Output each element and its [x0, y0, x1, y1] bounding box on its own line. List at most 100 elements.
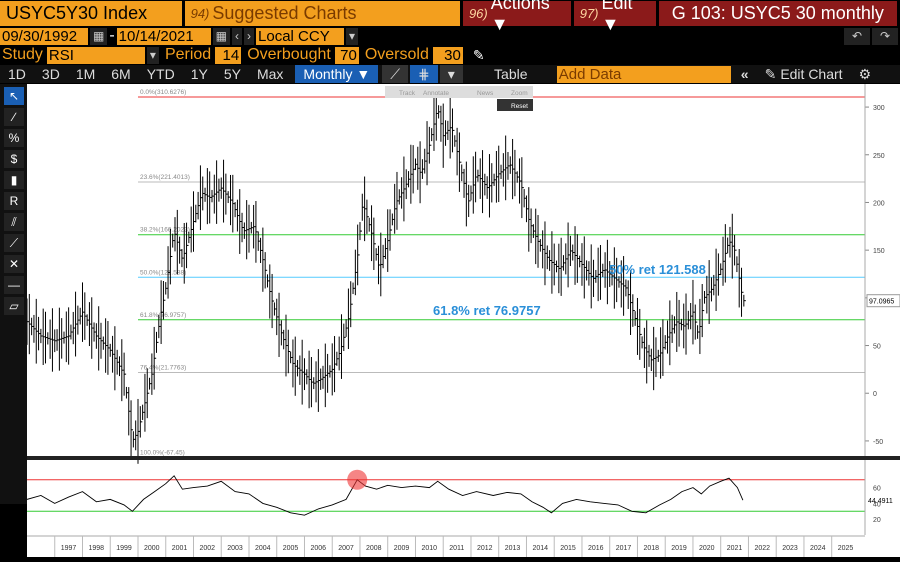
currency-text: Local CCY — [258, 27, 330, 45]
x-tick-label: 2005 — [283, 545, 299, 552]
suggested-charts-button[interactable]: 94) Suggested Charts — [184, 1, 460, 26]
channel-icon[interactable]: ⫽ — [4, 213, 24, 231]
retracement-icon[interactable]: R — [4, 192, 24, 210]
mini-zoom: Zoom — [511, 90, 528, 97]
actions-num: 96) — [468, 6, 488, 21]
ticker-field[interactable]: USYC5Y30 Index — [0, 1, 182, 26]
chart-area[interactable]: 0.0%(310.6276) 23.6%(221.4013) 38.2%(166.2… — [26, 84, 900, 557]
pencil-icon[interactable]: ✎ — [472, 46, 485, 63]
rsi-overbought-marker — [347, 469, 368, 490]
mini-annotate: Annotate — [423, 90, 449, 97]
period-3d[interactable]: 3D — [41, 66, 60, 82]
currency-select[interactable]: Local CCY — [256, 27, 345, 45]
reset-label: Reset — [511, 103, 528, 110]
hline-icon[interactable]: — — [4, 276, 24, 294]
y-tick-label: 200 — [873, 200, 885, 207]
line-chart-icon[interactable]: ⟋ — [382, 65, 409, 83]
edit-chart-button[interactable]: ✎ Edit Chart — [757, 65, 851, 83]
period-ytd[interactable]: YTD — [146, 66, 175, 82]
x-tick-label: 2001 — [172, 545, 188, 552]
cursor-icon[interactable]: ↖ — [4, 87, 24, 105]
y-tick-label: -50 — [873, 439, 883, 446]
chevron-left-icon[interactable]: ‹ — [232, 27, 243, 45]
crosshair-icon[interactable]: ⋕ — [410, 65, 438, 83]
annotation-618: 61.8% ret 76.9757 — [433, 303, 541, 318]
chevron-down-icon[interactable]: ▾ — [146, 46, 159, 64]
x-tick-label: 2024 — [810, 545, 826, 552]
period-1m[interactable]: 1M — [75, 66, 96, 82]
table-button[interactable]: Table — [469, 65, 553, 83]
x-tick-label: 2021 — [727, 545, 743, 552]
fib-dollar-icon[interactable]: $ — [4, 150, 24, 168]
end-date-text: 10/14/2021 — [118, 27, 194, 45]
suggested-label: Suggested Charts — [212, 3, 357, 23]
ticker-label: USYC5Y30 Index — [6, 3, 148, 23]
y-tick-label: 250 — [873, 153, 885, 160]
rsi-tick-label: 20 — [873, 517, 881, 524]
x-tick-label: 2023 — [782, 545, 798, 552]
study-value: RSI — [48, 46, 74, 64]
rsi-last-value: 44.4911 — [868, 498, 893, 505]
gear-icon[interactable]: ⚙ — [858, 65, 872, 82]
fib-label: 76.4%(21.7763) — [140, 364, 186, 371]
chevron-down-icon[interactable]: ▾ — [439, 65, 463, 83]
x-tick-label: 2012 — [477, 545, 493, 552]
panel-separator — [27, 456, 900, 460]
x-tick-label: 2018 — [643, 545, 659, 552]
chevron-right-icon[interactable]: › — [244, 27, 255, 45]
period-max[interactable]: Max — [256, 66, 284, 82]
chart-title-text: G 103: USYC5 30 monthly — [671, 3, 884, 23]
line-tool-icon[interactable]: ∕ — [4, 108, 24, 126]
edit-chart-label: Edit Chart — [780, 66, 843, 82]
rsi-line — [26, 475, 744, 516]
period-1y[interactable]: 1Y — [190, 66, 208, 82]
add-data-input[interactable]: Add Data — [556, 65, 731, 83]
calendar-icon[interactable]: ▦ — [90, 27, 108, 45]
oversold-input[interactable]: 30 — [432, 46, 463, 64]
chevron-down-icon[interactable]: ▾ — [346, 27, 359, 45]
study-select[interactable]: RSI — [46, 46, 145, 64]
mini-toolbar — [385, 86, 533, 98]
oversold-value: 30 — [444, 46, 461, 64]
overbought-input[interactable]: 70 — [334, 46, 359, 64]
trendline-icon[interactable]: ⟋ — [4, 234, 24, 252]
edit-button[interactable]: 97) Edit ▼ — [573, 0, 656, 34]
x-tick-label: 1997 — [61, 545, 77, 552]
edit-label: Edit ▼ — [601, 0, 633, 34]
x-tick-label: 2016 — [588, 545, 604, 552]
frequency-text: Monthly ▼ — [303, 66, 371, 82]
y-tick-label: 0 — [873, 391, 877, 398]
crossline-icon[interactable]: ✕ — [4, 255, 24, 273]
overbought-value: 70 — [340, 46, 357, 64]
fib-percent-icon[interactable]: % — [4, 129, 24, 147]
fib-label: 100.0%(-67.45) — [140, 450, 185, 457]
period-6m[interactable]: 6M — [111, 66, 131, 82]
x-tick-label: 2004 — [255, 545, 271, 552]
reset-button — [497, 99, 533, 111]
x-tick-label: 2019 — [671, 545, 687, 552]
start-date-input[interactable]: 09/30/1992 — [0, 27, 88, 45]
x-tick-label: 2011 — [449, 545, 464, 552]
period-input[interactable]: 14 — [215, 46, 242, 64]
actions-button[interactable]: 96) Actions ▼ — [462, 0, 571, 34]
x-axis-band — [27, 535, 900, 557]
collapse-icon[interactable]: « — [740, 66, 749, 82]
end-date-input[interactable]: 10/14/2021 — [116, 27, 211, 45]
bar-tool-icon[interactable]: ▮ — [4, 171, 24, 189]
x-tick-label: 2014 — [532, 545, 548, 552]
actions-label: Actions ▼ — [490, 0, 550, 34]
redo-icon[interactable]: ↷ — [872, 27, 898, 45]
period-5y[interactable]: 5Y — [223, 66, 241, 82]
edit-num: 97) — [579, 6, 599, 21]
y-tick-label: 150 — [873, 248, 885, 255]
eraser-icon[interactable]: ▱ — [4, 297, 24, 315]
x-tick-label: 2006 — [310, 545, 326, 552]
period-1d[interactable]: 1D — [8, 66, 26, 82]
undo-icon[interactable]: ↶ — [844, 27, 870, 45]
x-tick-label: 2008 — [366, 545, 382, 552]
frequency-select[interactable]: Monthly ▼ — [295, 65, 379, 83]
calendar-icon[interactable]: ▦ — [212, 27, 231, 45]
price-chart: 0.0%(310.6276) 23.6%(221.4013) 38.2%(166.2… — [26, 84, 900, 557]
drawing-toolbar: ↖ ∕ % $ ▮ R ⫽ ⟋ ✕ — ▱ — [0, 84, 27, 504]
x-tick-label: 2003 — [227, 545, 243, 552]
